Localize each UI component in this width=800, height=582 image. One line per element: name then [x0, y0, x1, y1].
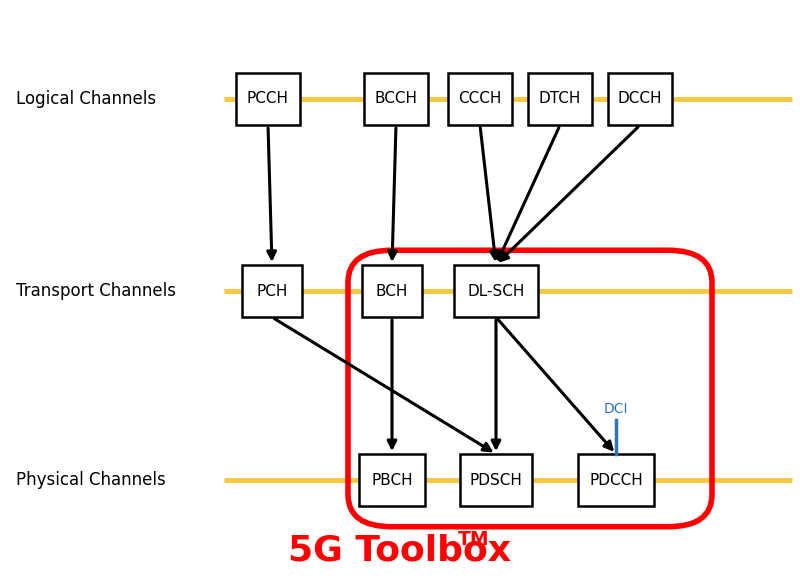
FancyBboxPatch shape [454, 265, 538, 317]
Text: PBCH: PBCH [371, 473, 413, 488]
FancyBboxPatch shape [528, 73, 592, 125]
Text: Transport Channels: Transport Channels [16, 282, 176, 300]
Text: PCCH: PCCH [247, 91, 289, 107]
FancyBboxPatch shape [359, 454, 425, 506]
FancyBboxPatch shape [242, 265, 302, 317]
Text: TM: TM [458, 530, 490, 549]
FancyBboxPatch shape [578, 454, 654, 506]
FancyBboxPatch shape [362, 265, 422, 317]
FancyBboxPatch shape [236, 73, 300, 125]
Text: DCI: DCI [604, 402, 628, 416]
Text: PCH: PCH [256, 283, 288, 299]
FancyBboxPatch shape [460, 454, 532, 506]
FancyBboxPatch shape [608, 73, 672, 125]
Text: Logical Channels: Logical Channels [16, 90, 156, 108]
Text: BCH: BCH [376, 283, 408, 299]
Text: DL-SCH: DL-SCH [467, 283, 525, 299]
Text: Physical Channels: Physical Channels [16, 471, 166, 489]
Text: CCCH: CCCH [458, 91, 502, 107]
Text: 5G Toolbox: 5G Toolbox [289, 534, 511, 567]
FancyBboxPatch shape [364, 73, 428, 125]
FancyBboxPatch shape [448, 73, 512, 125]
Text: DCCH: DCCH [618, 91, 662, 107]
Text: BCCH: BCCH [374, 91, 418, 107]
Text: DTCH: DTCH [539, 91, 581, 107]
Text: PDSCH: PDSCH [470, 473, 522, 488]
Text: PDCCH: PDCCH [589, 473, 643, 488]
